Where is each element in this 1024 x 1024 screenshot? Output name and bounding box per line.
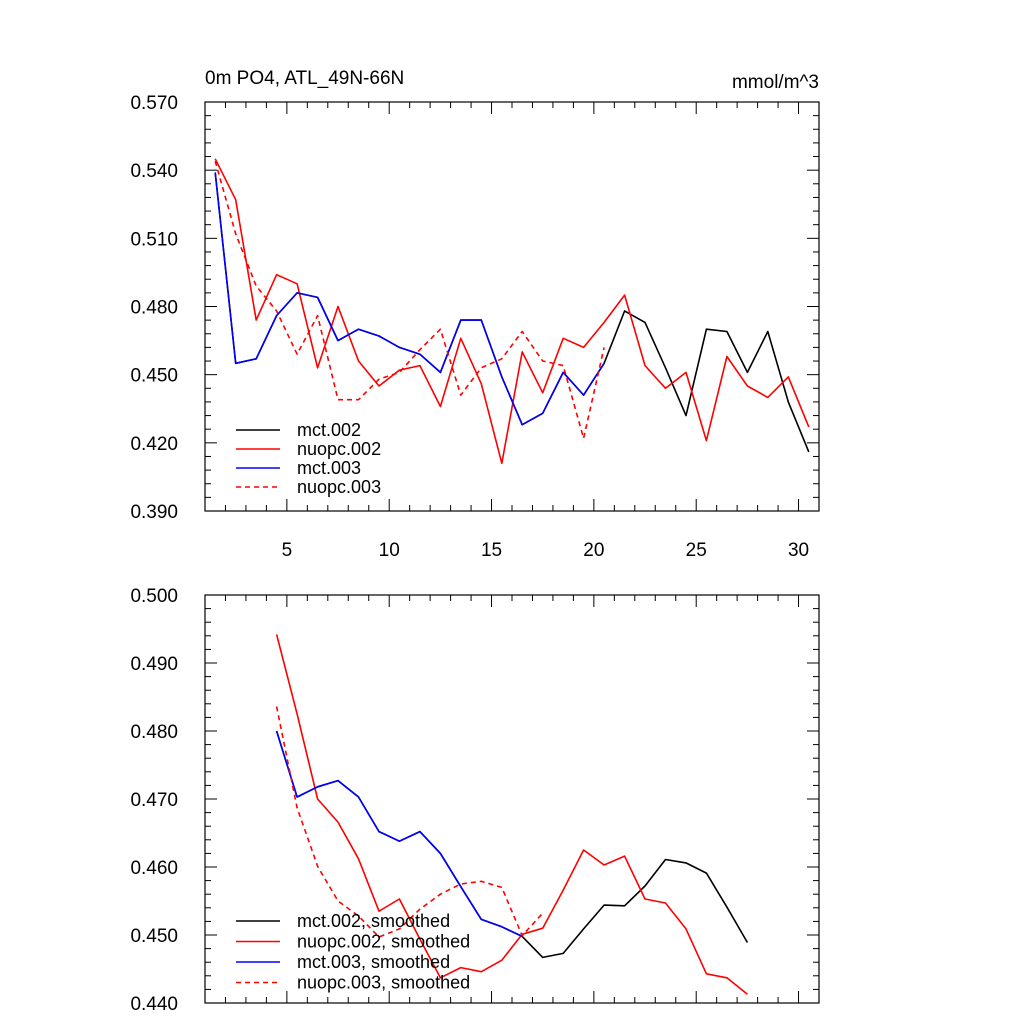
x-tick-label: 15 [481, 540, 502, 561]
x-tick-label: 10 [379, 540, 400, 561]
y-tick-label: 0.440 [130, 994, 178, 1015]
legend-label: mct.002 [297, 420, 361, 440]
legend-label: nuopc.003 [297, 477, 381, 497]
y-tick-label: 0.540 [130, 161, 178, 182]
series-line-nuopc-003 [214, 160, 605, 440]
series-line-nuopc-002 [214, 158, 810, 465]
units-label: mmol/m^3 [732, 72, 819, 93]
y-tick-label: 0.480 [130, 298, 178, 319]
x-tick-label: 25 [686, 540, 707, 561]
legend-label: mct.003 [297, 458, 361, 478]
y-tick-label: 0.450 [130, 366, 178, 387]
y-tick-label: 0.470 [130, 790, 178, 811]
y-tick-label: 0.390 [130, 502, 178, 523]
x-tick-label: 5 [282, 540, 293, 561]
legend-label: mct.003, smoothed [297, 952, 450, 972]
y-tick-label: 0.460 [130, 858, 178, 879]
series-line-nuopc-002-smoothed [275, 634, 748, 995]
y-tick-label: 0.490 [130, 654, 178, 675]
series-line-mct-003-smoothed [275, 730, 523, 938]
series-line-mct-003 [214, 172, 605, 426]
y-tick-label: 0.500 [130, 586, 178, 607]
series-line-nuopc-003-smoothed [275, 706, 544, 938]
chart-panel-bottom: 0.440 0.450 0.460 0.470 0.480 0.490 0.500 mct.0… [130, 586, 820, 1015]
chart-panel-top: 0.390 0.420 0.450 0.480 0.510 0.540 0.570 5 10 15… [130, 68, 820, 561]
x-tick-label: 20 [583, 540, 604, 561]
y-tick-label: 0.420 [130, 434, 178, 455]
y-tick-label: 0.510 [130, 229, 178, 250]
y-tick-label: 0.570 [130, 93, 178, 114]
legend-label: nuopc.002, smoothed [297, 932, 470, 952]
legend-label: nuopc.002 [297, 439, 381, 459]
y-tick-label: 0.450 [130, 926, 178, 947]
legend-label: nuopc.003, smoothed [297, 973, 470, 993]
legend-label: mct.002, smoothed [297, 911, 450, 931]
chart-title: 0m PO4, ATL_49N-66N [205, 68, 404, 89]
x-tick-label: 30 [788, 540, 809, 561]
y-tick-label: 0.480 [130, 722, 178, 743]
